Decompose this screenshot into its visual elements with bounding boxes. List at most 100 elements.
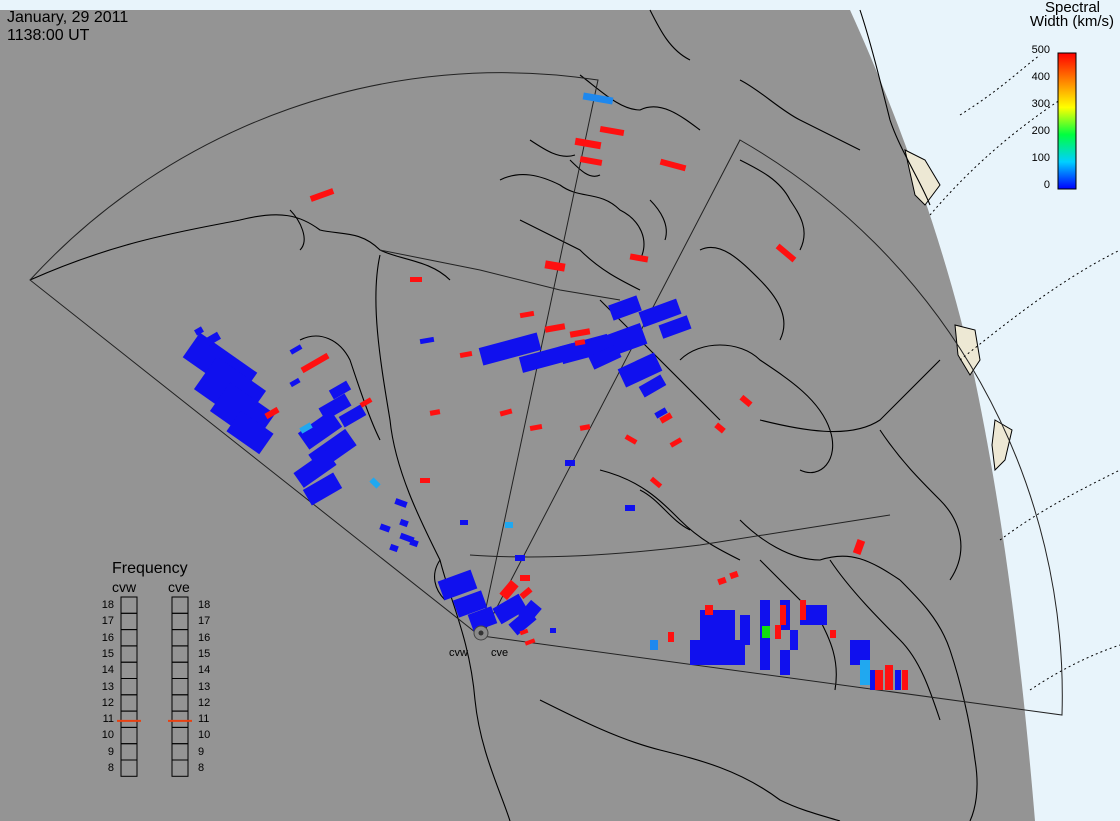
- echo-cell: [293, 450, 337, 488]
- frequency-tick-label: 18: [101, 599, 114, 611]
- echo-cell: [518, 599, 542, 625]
- echo-cell: [574, 339, 586, 346]
- echo-cell: [289, 377, 301, 388]
- echo-cell: [369, 477, 381, 489]
- echo-cell: [300, 352, 330, 374]
- echo-cell: [624, 434, 638, 445]
- frequency-cell: [120, 759, 138, 777]
- echo-cell: [410, 277, 422, 282]
- echo-cell: [467, 606, 498, 632]
- colorbar-tick: 500: [1031, 44, 1050, 56]
- frequency-tick-label: 8: [198, 762, 205, 774]
- echo-cell: [599, 125, 625, 137]
- colorbar-title-line1: Spectral: [1044, 0, 1100, 16]
- echo-cell: [550, 628, 556, 633]
- frequency-tick-label: 11: [198, 713, 210, 726]
- newfoundland-sunlit: [991, 419, 1013, 472]
- echo-cell: [579, 156, 603, 166]
- grid-dotted: [929, 54, 1120, 691]
- echo-cell: [638, 298, 682, 328]
- frequency-tick-label: 11: [102, 713, 114, 726]
- echo-cell: [194, 326, 204, 336]
- echo-cell: [740, 615, 750, 645]
- echo-cell: [700, 610, 720, 640]
- echo-cell: [860, 660, 870, 685]
- frequency-tick-label: 9: [198, 745, 205, 758]
- echo-cell: [760, 600, 770, 645]
- echo-cell: [289, 344, 303, 355]
- echo-cell: [852, 539, 866, 555]
- echo-cell: [492, 593, 528, 625]
- echo-cell: [762, 626, 770, 638]
- echo-cell: [299, 422, 313, 434]
- echo-cell: [654, 407, 668, 419]
- echo-cell: [659, 412, 673, 424]
- echo-points: [182, 92, 908, 690]
- echo-cell: [204, 331, 221, 347]
- echo-cell: [629, 253, 649, 263]
- labrador-sunlit: [954, 324, 981, 376]
- echo-cell: [760, 640, 770, 670]
- echo-cell: [790, 630, 798, 650]
- colorbar-tick: 400: [1031, 71, 1050, 83]
- echo-cell: [399, 518, 409, 528]
- echo-cell: [720, 610, 735, 640]
- echo-cell: [389, 543, 399, 553]
- echo-cell: [650, 640, 658, 650]
- echo-cell: [649, 476, 663, 489]
- frequency-tick-label: 12: [101, 696, 114, 709]
- echo-cell: [830, 630, 836, 638]
- echo-cell: [379, 523, 391, 533]
- echo-cell: [519, 310, 535, 319]
- frequency-tick-label: 13: [101, 680, 114, 693]
- frequency-tick-label: 10: [101, 729, 114, 742]
- fov-outlines: [29, 72, 1063, 716]
- echo-cell: [669, 437, 683, 448]
- echo-cell: [529, 423, 543, 432]
- echo-cell: [875, 670, 883, 690]
- echo-cell: [459, 350, 473, 359]
- echo-cell: [579, 424, 591, 431]
- radar-label-cve: cve: [491, 647, 509, 659]
- echo-cell: [690, 640, 745, 665]
- frequency-radar-cvw: cvw: [112, 579, 137, 595]
- echo-cell: [775, 625, 781, 639]
- echo-cell: [429, 409, 441, 416]
- echo-cell: [309, 188, 335, 202]
- echo-cell: [565, 460, 575, 466]
- echo-cell: [499, 579, 519, 601]
- echo-cell: [452, 590, 488, 618]
- echo-cell: [297, 410, 343, 450]
- echo-cell: [394, 498, 408, 508]
- colorbar-title-line2: Width (km/s): [1029, 13, 1114, 30]
- frequency-tick-label: 15: [101, 647, 114, 660]
- echo-cell: [460, 520, 468, 525]
- echo-cell: [588, 344, 622, 370]
- echo-cell: [582, 92, 614, 105]
- echo-cell: [544, 323, 566, 333]
- range-ring-inner: [469, 514, 891, 558]
- echo-cell: [780, 650, 790, 675]
- greenland-sunlit: [904, 149, 941, 206]
- echo-cell: [717, 576, 727, 586]
- echo-cell: [544, 260, 566, 272]
- frequency-tick-label: 15: [198, 647, 211, 660]
- frequency-tick-label: 8: [107, 762, 114, 774]
- echo-cell: [668, 632, 674, 642]
- echo-cell: [658, 315, 692, 339]
- echo-cell: [739, 394, 753, 408]
- echo-cell: [558, 333, 612, 365]
- frequency-cell: [171, 759, 189, 777]
- echo-cell: [478, 332, 542, 366]
- echo-cell: [780, 605, 786, 625]
- frequency-tick-label: 9: [107, 745, 114, 758]
- cve-fov: [481, 139, 1063, 716]
- frequency-boxes: [117, 596, 192, 777]
- echo-cell: [569, 328, 591, 338]
- echo-cell: [659, 158, 687, 172]
- radar-site: [473, 625, 489, 641]
- echo-cell: [437, 569, 478, 601]
- echo-cell: [264, 406, 280, 420]
- colorbar-tick: 200: [1031, 125, 1050, 137]
